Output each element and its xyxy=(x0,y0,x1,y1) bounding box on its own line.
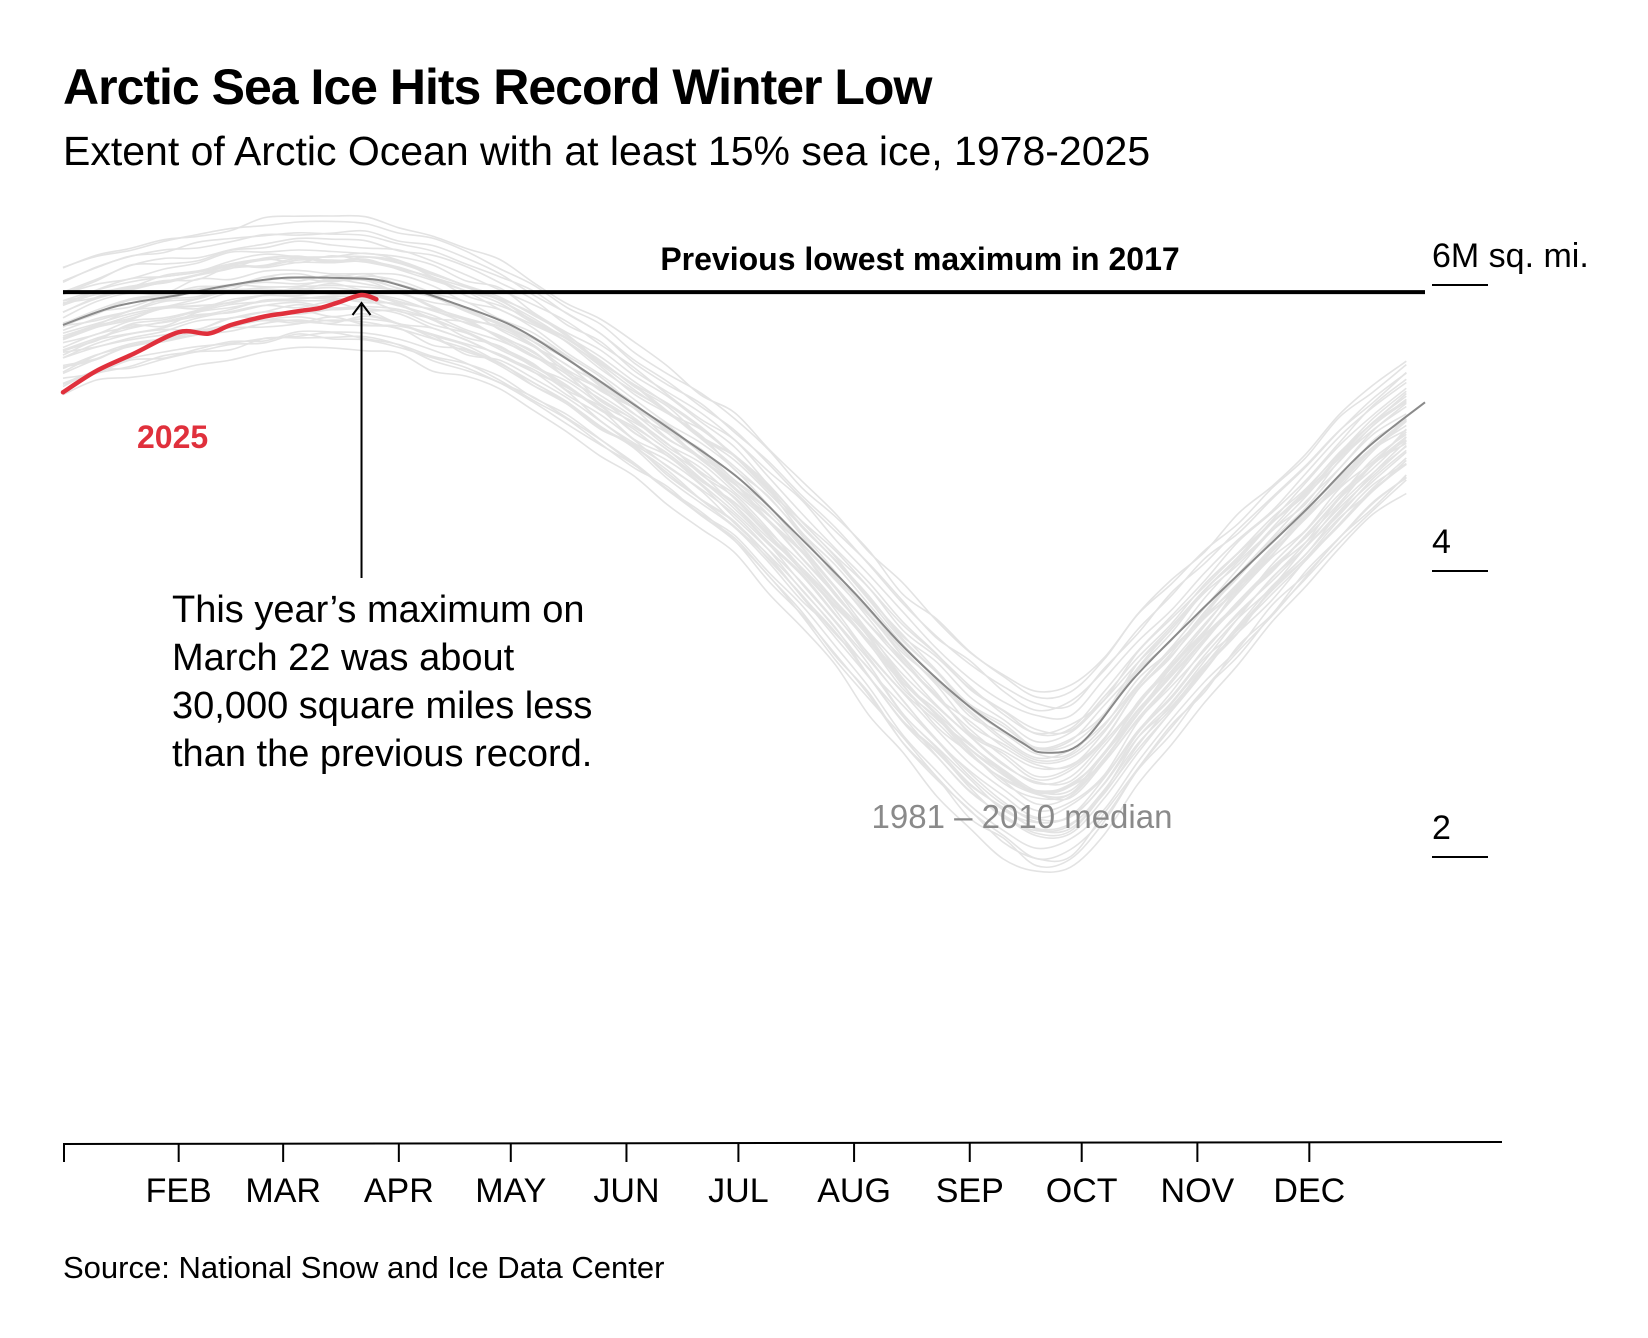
historical-year-line xyxy=(62,240,1407,737)
x-tick-label: SEP xyxy=(936,1172,1004,1210)
historical-year-line xyxy=(62,287,1407,806)
x-tick-label: JUL xyxy=(708,1172,768,1210)
historical-year-line xyxy=(62,214,1407,693)
annotation-line: This year’s maximum on xyxy=(172,589,585,631)
historical-year-line xyxy=(62,294,1407,796)
historical-year-line xyxy=(62,252,1407,735)
historical-year-line xyxy=(62,231,1407,710)
historical-year-line xyxy=(62,290,1407,812)
y-tick-label: 6M sq. mi. xyxy=(1432,237,1589,275)
y-tick-label: 4 xyxy=(1432,523,1451,561)
annotation-arrow-head xyxy=(351,301,372,316)
historical-year-line xyxy=(62,257,1407,744)
highlight-label-2025: 2025 xyxy=(137,419,208,455)
x-tick-label: MAY xyxy=(475,1172,546,1210)
x-tick-label: NOV xyxy=(1161,1172,1235,1210)
annotation-line: than the previous record. xyxy=(172,733,592,775)
chart-title: Arctic Sea Ice Hits Record Winter Low xyxy=(63,59,932,115)
y-tick-label: 2 xyxy=(1432,809,1451,847)
historical-year-line xyxy=(62,249,1407,749)
historical-year-line xyxy=(62,331,1407,850)
x-tick-label: MAR xyxy=(245,1172,321,1210)
median-line xyxy=(62,276,1426,754)
annotation-text: This year’s maximum on March 22 was about… xyxy=(172,589,592,775)
x-tick-label: FEB xyxy=(146,1172,212,1210)
historical-year-line xyxy=(62,303,1407,801)
historical-year-line xyxy=(62,220,1407,700)
reference-line-label: Previous lowest maximum in 2017 xyxy=(660,241,1179,277)
annotation-line: 30,000 square miles less xyxy=(172,685,592,727)
series-layer xyxy=(60,276,1426,754)
x-tick-label: JUN xyxy=(593,1172,659,1210)
x-tick-label: AUG xyxy=(817,1172,891,1210)
historical-year-line xyxy=(62,296,1407,799)
label-layer: Previous lowest maximum in 2017 2025 1981 … xyxy=(137,241,1180,835)
source-note: Source: National Snow and Ice Data Cente… xyxy=(63,1250,665,1285)
historical-year-line xyxy=(62,301,1407,834)
x-axis-line xyxy=(62,1141,1503,1145)
axis-layer: FEB MAR APR MAY JUN JUL AUG SEP OCT NOV DEC 6M sq. … xyxy=(62,237,1589,1210)
highlight-line-2025 xyxy=(60,292,379,395)
chart-subtitle: Extent of Arctic Ocean with at least 15%… xyxy=(63,128,1151,174)
median-label: 1981 – 2010 median xyxy=(872,798,1173,835)
x-tick-label: APR xyxy=(364,1172,434,1210)
historical-year-line xyxy=(62,229,1407,712)
x-tick-label: OCT xyxy=(1046,1172,1118,1210)
annotation-line: March 22 was about xyxy=(172,637,515,679)
x-tick-label: DEC xyxy=(1273,1172,1345,1210)
historical-year-line xyxy=(62,346,1407,873)
historical-year-line xyxy=(62,319,1407,831)
